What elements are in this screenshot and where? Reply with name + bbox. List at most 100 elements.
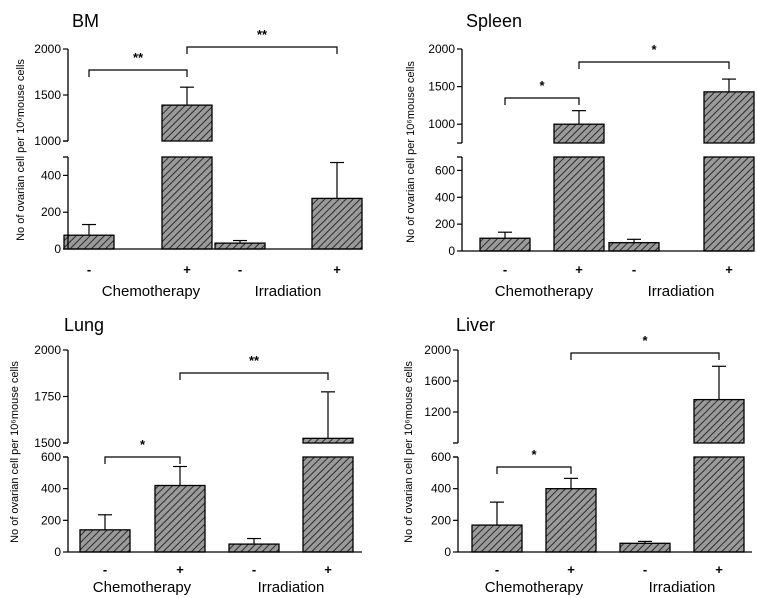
group-label: Chemotherapy [495, 283, 594, 300]
y-tick-label: 1750 [34, 390, 61, 404]
significance-bracket [104, 456, 181, 464]
x-sign-label: + [567, 562, 575, 577]
bars [63, 86, 363, 250]
bar [471, 524, 523, 553]
axes [457, 49, 752, 252]
panel-spleen: Spleen No of ovarian cell per 10⁶mouse c… [405, 11, 755, 300]
y-tick-label: 1200 [424, 405, 451, 419]
significance-bracket [496, 466, 572, 474]
bar [63, 234, 115, 250]
x-sign-label: - [252, 562, 256, 577]
significance-label: ** [257, 27, 268, 42]
ticks: 0 200 400 600 1000 1500 2000 [428, 42, 462, 258]
bars [79, 391, 354, 553]
x-sign-label: + [183, 262, 191, 277]
bar [311, 197, 363, 250]
significance-label: * [140, 437, 146, 452]
significance-bracket [88, 69, 188, 77]
y-axis-label: No of ovarian cell per 10⁶mouse cells [403, 361, 415, 543]
bar [214, 242, 266, 250]
y-tick-label: 1000 [428, 117, 455, 131]
y-tick-label: 2000 [34, 42, 61, 56]
y-tick-label: 0 [54, 242, 61, 256]
y-tick-label: 1000 [34, 134, 61, 148]
y-tick-label: 200 [435, 217, 455, 231]
panel-title: Spleen [466, 11, 522, 31]
y-tick-label: 600 [41, 450, 61, 464]
group-label: Chemotherapy [485, 579, 584, 596]
y-tick-label: 2000 [428, 42, 455, 56]
significance-bracket [504, 97, 580, 105]
y-tick-label: 1600 [424, 374, 451, 388]
bar [302, 456, 354, 553]
significance-label: * [539, 78, 545, 93]
significance-bracket [570, 352, 720, 360]
ticks: 0 200 400 600 1200 1600 2000 [424, 343, 458, 559]
significance-bracket [186, 46, 338, 54]
panel-title: Lung [64, 315, 104, 335]
bar [161, 104, 213, 142]
panel-bm: BM No of ovarian cell per 10⁶mouse cells… [15, 11, 363, 300]
x-sign-label: - [643, 562, 647, 577]
bar [703, 91, 755, 144]
group-label: Chemotherapy [93, 579, 192, 596]
y-tick-label: 1500 [34, 436, 61, 450]
x-sign-label: - [632, 262, 636, 277]
bar [302, 437, 354, 444]
bar [154, 484, 206, 553]
group-label: Chemotherapy [102, 283, 201, 300]
bar [553, 156, 605, 252]
bar [161, 156, 213, 250]
significance-label: * [651, 42, 657, 57]
group-label: Irradiation [255, 283, 322, 300]
y-tick-label: 200 [41, 205, 61, 219]
x-sign-label: - [503, 262, 507, 277]
y-tick-label: 400 [431, 482, 451, 496]
panel-lung: Lung No of ovarian cell per 10⁶mouse cel… [9, 315, 362, 596]
bar [619, 542, 671, 553]
y-tick-label: 0 [54, 545, 61, 559]
x-sign-label: - [238, 262, 242, 277]
significance-label: * [642, 333, 648, 348]
bar [553, 123, 605, 144]
x-sign-label: + [324, 562, 332, 577]
x-sign-label: - [87, 262, 91, 277]
group-label: Irradiation [649, 579, 716, 596]
bars [479, 78, 755, 252]
x-sign-label: + [715, 562, 723, 577]
bar [608, 242, 660, 252]
x-sign-label: - [103, 562, 107, 577]
significance-label: ** [249, 353, 260, 368]
significance-bracket [179, 372, 329, 380]
x-sign-label: + [176, 562, 184, 577]
ticks: 0 200 400 1000 1500 2000 [34, 42, 68, 256]
bar [228, 543, 280, 553]
bar [545, 488, 597, 553]
significance-label: ** [133, 50, 144, 65]
x-sign-label: - [495, 562, 499, 577]
panel-title: BM [72, 11, 99, 31]
bar [79, 529, 131, 553]
x-sign-label: + [575, 262, 583, 277]
significance-label: * [531, 447, 537, 462]
bar [693, 456, 745, 553]
significance: ** [496, 333, 720, 474]
significance-bracket [578, 61, 730, 69]
y-tick-label: 1500 [34, 88, 61, 102]
y-tick-label: 400 [41, 168, 61, 182]
significance: *** [104, 353, 329, 464]
y-axis-label: No of ovarian cell per 10⁶mouse cells [405, 61, 417, 243]
y-tick-label: 200 [431, 513, 451, 527]
y-tick-label: 0 [448, 244, 455, 258]
y-axis-label: No of ovarian cell per 10⁶mouse cells [9, 361, 21, 543]
y-tick-label: 2000 [424, 343, 451, 357]
panel-title: Liver [456, 315, 495, 335]
bar [479, 237, 531, 252]
x-sign-label: + [333, 262, 341, 277]
y-tick-label: 400 [41, 482, 61, 496]
group-label: Irradiation [648, 283, 715, 300]
y-axis-label: No of ovarian cell per 10⁶mouse cells [15, 59, 27, 241]
bar [693, 398, 745, 444]
